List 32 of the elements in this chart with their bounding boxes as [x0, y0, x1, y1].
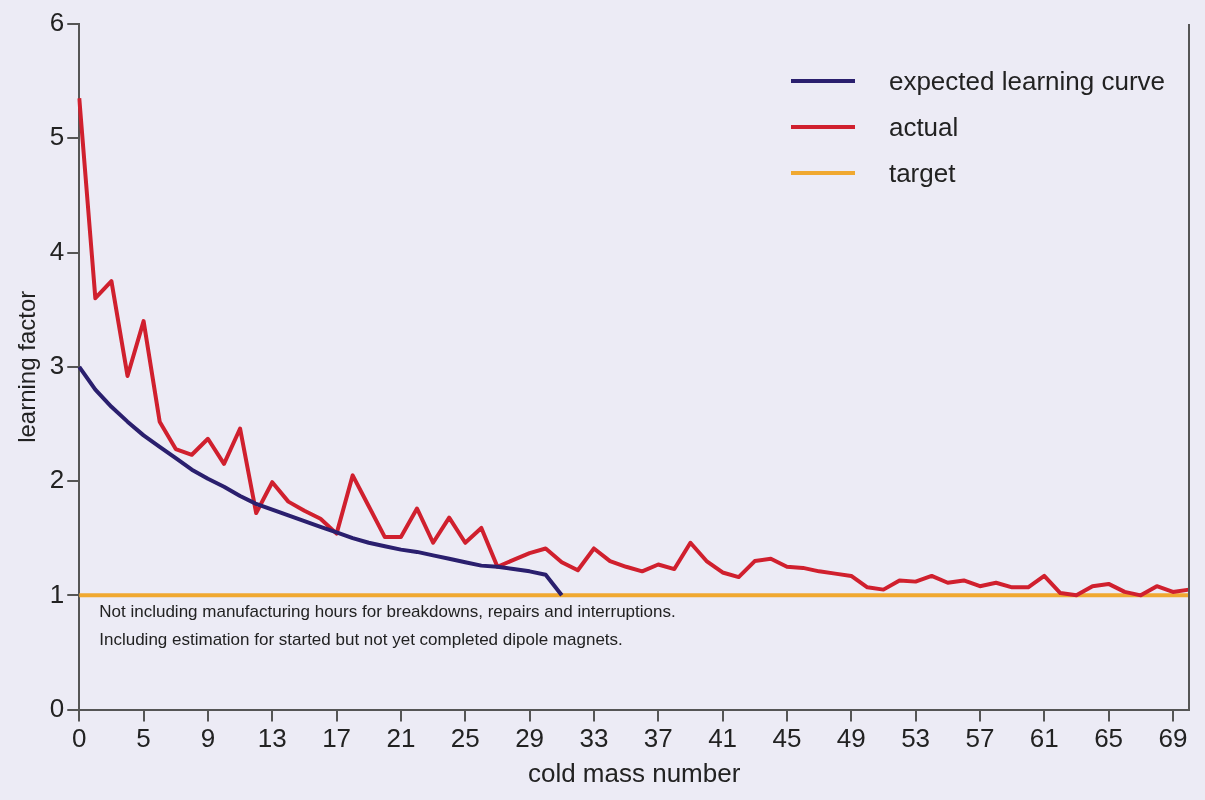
x-tick-label: 21	[386, 723, 416, 754]
legend-label: expected learning curve	[888, 65, 1165, 97]
x-tick-label: 33	[579, 723, 609, 754]
x-tick-label: 17	[322, 723, 352, 754]
y-tick-label: 1	[49, 578, 65, 609]
y-tick-label: 6	[49, 7, 65, 38]
x-tick-label: 0	[72, 723, 87, 754]
x-tick-label: 65	[1094, 723, 1124, 754]
x-tick-label: 5	[136, 723, 151, 754]
annotation: Including estimation for started but not yet completed dipole magnets.	[99, 629, 623, 649]
y-tick-label: 4	[49, 235, 65, 266]
x-tick-label: 37	[643, 723, 673, 754]
x-tick-label: 69	[1158, 723, 1188, 754]
x-tick-label: 53	[901, 723, 931, 754]
y-axis-title: learning factor	[13, 290, 41, 443]
y-tick-label: 3	[49, 349, 65, 380]
x-tick-label: 57	[965, 723, 995, 754]
y-tick-label: 0	[49, 692, 65, 723]
legend-label: actual	[888, 111, 959, 143]
x-tick-label: 61	[1029, 723, 1059, 754]
x-tick-label: 9	[200, 723, 216, 754]
annotation: Not including manufacturing hours for breakdowns, repairs and interruptions.	[99, 601, 676, 621]
legend-label: target	[888, 157, 956, 189]
x-tick-label: 29	[515, 723, 545, 754]
y-tick-label: 2	[49, 464, 65, 495]
x-tick-label: 25	[450, 723, 480, 754]
x-tick-label: 41	[708, 723, 738, 754]
x-tick-label: 13	[257, 723, 287, 754]
y-tick-label: 5	[49, 121, 65, 152]
x-tick-label: 45	[772, 723, 802, 754]
x-tick-label: 49	[836, 723, 866, 754]
x-axis-title: cold mass number	[527, 757, 741, 788]
